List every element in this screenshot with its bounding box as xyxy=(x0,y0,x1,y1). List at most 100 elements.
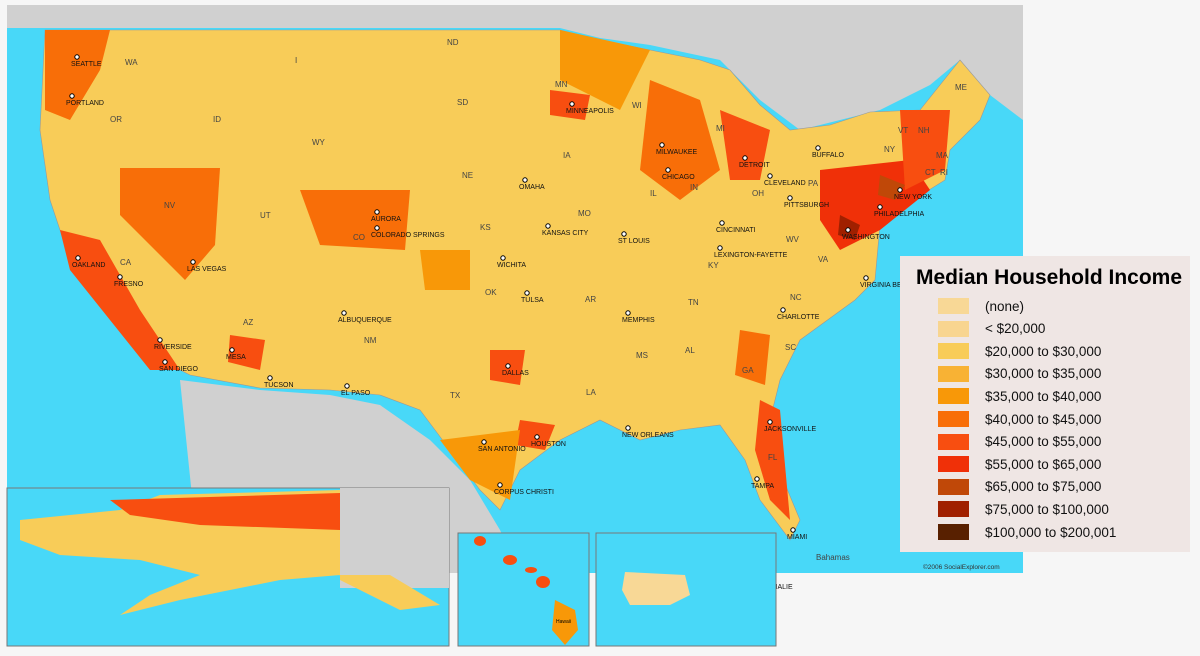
city-label: COLORADO SPRINGS xyxy=(371,232,445,239)
hawaii-label: Hawaii xyxy=(556,619,571,625)
city-label: EL PASO xyxy=(341,390,371,397)
city-marker[interactable]: ALBUQUERQUE xyxy=(338,310,392,324)
city-marker[interactable]: MESA xyxy=(226,347,246,361)
city-dot xyxy=(625,310,631,316)
city-label: PITTSBURGH xyxy=(784,202,829,209)
state-label: SD xyxy=(457,98,468,107)
city-dot xyxy=(719,220,725,226)
city-label: PORTLAND xyxy=(66,100,104,107)
city-marker[interactable]: EL PASO xyxy=(341,383,371,397)
alaska-inset[interactable] xyxy=(6,487,450,647)
state-label: LA xyxy=(586,388,596,397)
hawaii-inset[interactable]: Hawaii xyxy=(457,532,590,647)
city-marker[interactable]: CHICAGO xyxy=(662,167,695,181)
city-marker[interactable]: WASHINGTON xyxy=(842,227,890,241)
city-dot xyxy=(767,173,773,179)
legend-swatch xyxy=(938,298,969,314)
state-label: OH xyxy=(752,189,764,198)
city-label: MINNEAPOLIS xyxy=(566,108,614,115)
state-label: MA xyxy=(936,151,949,160)
city-marker[interactable]: HOUSTON xyxy=(531,434,566,448)
copyright: ©2006 SocialExplorer.com xyxy=(923,564,1000,571)
state-label: PA xyxy=(808,179,819,188)
city-marker[interactable]: VIRGINIA BEACH xyxy=(860,275,916,289)
city-label: CLEVELAND xyxy=(764,180,806,187)
state-label: CO xyxy=(353,233,365,242)
city-marker[interactable]: JACKSONVILLE xyxy=(764,419,816,433)
city-marker[interactable]: SAN ANTONIO xyxy=(478,439,526,453)
city-marker[interactable]: DALLAS xyxy=(502,363,529,377)
city-marker[interactable]: TAMPA xyxy=(751,476,774,490)
city-dot xyxy=(341,310,347,316)
legend-item: $100,000 to $200,001 xyxy=(938,523,1116,541)
city-label: LAS VEGAS xyxy=(187,266,227,273)
state-label: IL xyxy=(650,189,657,198)
city-label: MIAMI xyxy=(787,534,807,541)
legend: Median Household Income (none) < $20,000 $… xyxy=(900,256,1190,552)
puerto-rico-inset[interactable] xyxy=(595,532,777,647)
city-marker[interactable]: TULSA xyxy=(521,290,544,304)
city-marker[interactable]: ST LOUIS xyxy=(618,231,650,245)
city-marker[interactable]: CORPUS CHRISTI xyxy=(494,482,554,496)
city-marker[interactable]: MIAMI xyxy=(787,527,807,541)
city-label: NEW YORK xyxy=(894,194,932,201)
state-label: CA xyxy=(120,258,132,267)
city-marker[interactable]: PORTLAND xyxy=(66,93,104,107)
city-label: MEMPHIS xyxy=(622,317,655,324)
city-marker[interactable]: CHARLOTTE xyxy=(777,307,820,321)
legend-label: $75,000 to $100,000 xyxy=(985,501,1109,517)
city-label: WASHINGTON xyxy=(842,234,890,241)
city-marker[interactable]: SAN DIEGO xyxy=(159,359,198,373)
city-label: NEW ORLEANS xyxy=(622,432,674,439)
city-dot xyxy=(621,231,627,237)
city-marker[interactable]: AURORA xyxy=(371,209,401,223)
city-marker[interactable]: MILWAUKEE xyxy=(656,142,698,156)
city-marker[interactable]: MINNEAPOLIS xyxy=(566,101,614,115)
legend-item: $75,000 to $100,000 xyxy=(938,500,1109,518)
state-label: RI xyxy=(940,168,948,177)
city-marker[interactable]: SEATTLE xyxy=(71,54,102,68)
city-marker[interactable]: FRESNO xyxy=(114,274,144,288)
legend-swatch xyxy=(938,365,969,382)
city-marker[interactable]: PITTSBURGH xyxy=(784,195,829,209)
city-marker[interactable]: LEXINGTON-FAYETTE xyxy=(714,245,788,259)
city-label: RIVERSIDE xyxy=(154,344,192,351)
city-dot xyxy=(569,101,575,107)
city-marker[interactable]: CLEVELAND xyxy=(764,173,806,187)
city-marker[interactable]: LAS VEGAS xyxy=(187,259,227,273)
city-marker[interactable]: OAKLAND xyxy=(72,255,105,269)
city-marker[interactable]: RIVERSIDE xyxy=(154,337,192,351)
city-marker[interactable]: DETROIT xyxy=(739,155,770,169)
city-marker[interactable]: PHILADELPHIA xyxy=(874,204,925,218)
city-marker[interactable]: NEW YORK xyxy=(894,187,932,201)
legend-item: $55,000 to $65,000 xyxy=(938,455,1101,473)
state-label: OK xyxy=(485,288,497,297)
state-label: TN xyxy=(688,298,699,307)
city-dot xyxy=(497,482,503,488)
city-marker[interactable]: COLORADO SPRINGS xyxy=(371,225,445,239)
city-dot xyxy=(534,434,540,440)
legend-swatch xyxy=(938,433,969,450)
city-marker[interactable]: MEMPHIS xyxy=(622,310,655,324)
state-label: AZ xyxy=(243,318,253,327)
city-label: OMAHA xyxy=(519,184,545,191)
state-label: I xyxy=(295,56,297,65)
city-marker[interactable]: KANSAS CITY xyxy=(542,223,589,237)
city-marker[interactable]: OMAHA xyxy=(519,177,545,191)
legend-label: $30,000 to $35,000 xyxy=(985,366,1102,382)
city-dot xyxy=(505,363,511,369)
city-dot xyxy=(742,155,748,161)
city-marker[interactable]: TUCSON xyxy=(264,375,294,389)
state-label: IA xyxy=(563,151,571,160)
city-label: PHILADELPHIA xyxy=(874,211,925,218)
legend-item: $35,000 to $40,000 xyxy=(938,387,1101,405)
city-marker[interactable]: CINCINNATI xyxy=(716,220,756,234)
city-marker[interactable]: BUFFALO xyxy=(812,145,844,159)
state-label: NH xyxy=(918,126,930,135)
state-label: KY xyxy=(708,261,719,270)
city-marker[interactable]: WICHITA xyxy=(497,255,526,269)
city-marker[interactable]: NEW ORLEANS xyxy=(622,425,674,439)
